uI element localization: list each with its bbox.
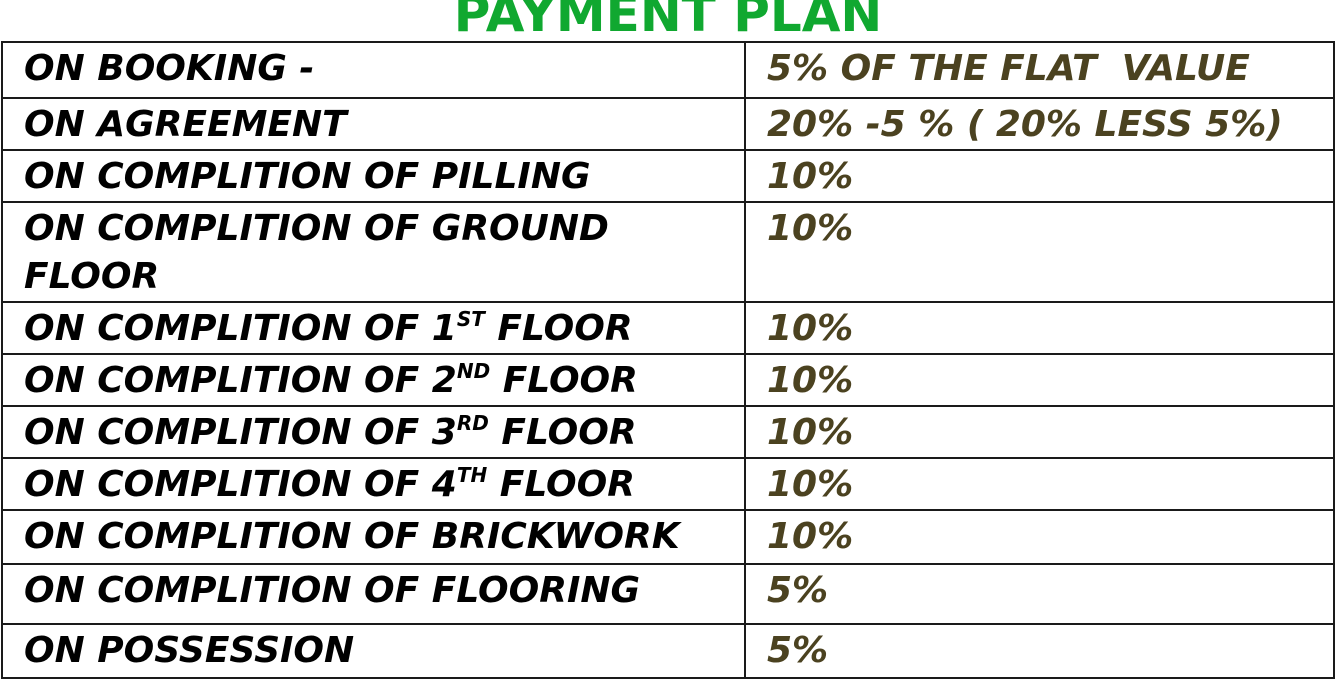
- stage-text: ON COMPLITION OF 2: [24, 360, 457, 401]
- table-row: ON POSSESSION 5%: [1, 623, 1335, 679]
- amount-cell: 20% -5 % ( 20% LESS 5%): [744, 97, 1335, 151]
- table-row: ON COMPLITION OF FLOORING 5%: [1, 563, 1335, 625]
- amount-cell: 5% OF THE FLAT VALUE: [744, 41, 1335, 99]
- table-row: ON COMPLITION OF 2ND FLOOR 10%: [1, 353, 1335, 407]
- stage-label: ON COMPLITION OF PILLING: [24, 152, 743, 200]
- stage-text: ON POSSESSION: [24, 630, 355, 671]
- stage-label: ON COMPLITION OF 2ND FLOOR: [24, 356, 743, 404]
- amount-text: 10%: [767, 208, 854, 249]
- stage-label: ON POSSESSION: [24, 626, 743, 675]
- amount-text: 5%: [767, 630, 829, 671]
- ordinal-suffix: ST: [456, 307, 485, 331]
- stage-label: ON COMPLITION OF 1ST FLOOR: [24, 304, 743, 352]
- amount-text: 5%: [767, 570, 829, 611]
- amount-text: 10%: [767, 156, 854, 197]
- stage-label: ON COMPLITION OF 3RD FLOOR: [24, 408, 743, 456]
- amount-text: 10%: [767, 360, 854, 401]
- stage-label: ON COMPLITION OF BRICKWORK: [24, 512, 743, 561]
- table-row: ON AGREEMENT 20% -5 % ( 20% LESS 5%): [1, 97, 1335, 151]
- amount-cell: 10%: [744, 149, 1335, 203]
- amount-text: 5% OF THE FLAT VALUE: [767, 48, 1250, 89]
- stage-text: ON COMPLITION OF FLOORING: [24, 570, 641, 611]
- amount-cell: 10%: [744, 301, 1335, 355]
- stage-cell: ON AGREEMENT: [1, 97, 746, 151]
- amount-cell: 10%: [744, 509, 1335, 565]
- amount-cell: 10%: [744, 405, 1335, 459]
- amount-cell: 10%: [744, 457, 1335, 511]
- amount-cell: 5%: [744, 623, 1335, 679]
- stage-text: ON COMPLITION OF 3: [24, 412, 457, 453]
- table-row: ON BOOKING - 5% OF THE FLAT VALUE: [1, 41, 1335, 99]
- stage-text: ON COMPLITION OF 1: [24, 308, 457, 349]
- stage-cell: ON COMPLITION OF FLOORING: [1, 563, 746, 625]
- ordinal-suffix: RD: [456, 411, 489, 435]
- stage-text-end: FLOOR: [487, 464, 635, 505]
- amount-cell: 5%: [744, 563, 1335, 625]
- amount-text: 10%: [767, 412, 854, 453]
- stage-cell: ON COMPLITION OF PILLING: [1, 149, 746, 203]
- table-row: ON COMPLITION OF GROUND FLOOR 10%: [1, 201, 1335, 303]
- stage-text-end: FLOOR: [490, 360, 638, 401]
- ordinal-suffix: ND: [456, 359, 491, 383]
- stage-text-end: FLOOR: [484, 308, 633, 349]
- stage-cell: ON COMPLITION OF BRICKWORK: [1, 509, 746, 565]
- amount-text: 10%: [767, 516, 854, 557]
- stage-label: ON COMPLITION OF 4TH FLOOR: [24, 460, 743, 508]
- amount-text: 10%: [767, 464, 854, 505]
- amount-text: 20% -5 % ( 20% LESS 5%): [767, 104, 1283, 145]
- stage-cell: ON BOOKING -: [1, 41, 746, 99]
- amount-text: 10%: [767, 308, 854, 349]
- table-row: ON COMPLITION OF 3RD FLOOR 10%: [1, 405, 1335, 459]
- table-row: ON COMPLITION OF BRICKWORK 10%: [1, 509, 1335, 565]
- stage-cell: ON COMPLITION OF 1ST FLOOR: [1, 301, 746, 355]
- stage-label: ON AGREEMENT: [24, 100, 743, 148]
- stage-cell: ON COMPLITION OF GROUND FLOOR: [1, 201, 746, 303]
- stage-text: ON COMPLITION OF PILLING: [24, 156, 591, 197]
- amount-cell: 10%: [744, 201, 1335, 303]
- stage-cell: ON COMPLITION OF 2ND FLOOR: [1, 353, 746, 407]
- stage-cell: ON COMPLITION OF 4TH FLOOR: [1, 457, 746, 511]
- table-row: ON COMPLITION OF 4TH FLOOR 10%: [1, 457, 1335, 511]
- table-row: ON COMPLITION OF 1ST FLOOR 10%: [1, 301, 1335, 355]
- amount-cell: 10%: [744, 353, 1335, 407]
- stage-cell: ON POSSESSION: [1, 623, 746, 679]
- stage-text: ON COMPLITION OF 4: [24, 464, 457, 505]
- stage-cell: ON COMPLITION OF 3RD FLOOR: [1, 405, 746, 459]
- page-title: PAYMENT PLAN: [453, 0, 883, 43]
- ordinal-suffix: TH: [456, 463, 488, 487]
- stage-text-end: FLOOR: [488, 412, 637, 453]
- stage-text: ON BOOKING -: [24, 48, 315, 89]
- stage-label: ON COMPLITION OF FLOORING: [24, 566, 743, 615]
- stage-text: ON COMPLITION OF GROUND FLOOR: [24, 208, 609, 297]
- stage-label: ON BOOKING -: [24, 44, 743, 93]
- payment-plan-table: ON BOOKING - 5% OF THE FLAT VALUE ON AGREE…: [1, 41, 1335, 679]
- table-row: ON COMPLITION OF PILLING 10%: [1, 149, 1335, 203]
- stage-label: ON COMPLITION OF GROUND FLOOR: [24, 204, 743, 300]
- stage-text: ON AGREEMENT: [24, 104, 347, 145]
- stage-text: ON COMPLITION OF BRICKWORK: [24, 516, 680, 557]
